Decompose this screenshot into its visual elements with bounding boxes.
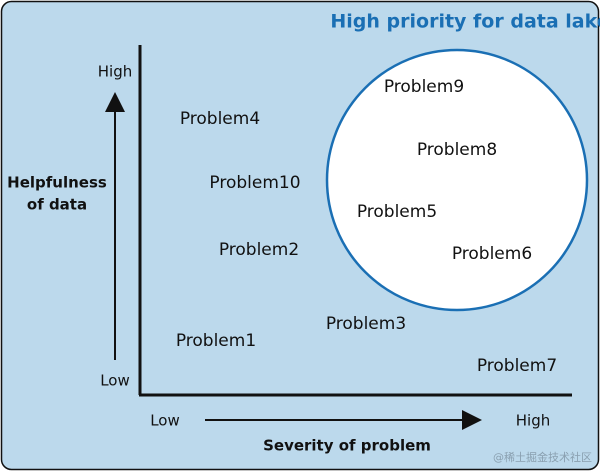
problem-label: Problem4: [180, 109, 260, 129]
watermark: @稀土掘金技术社区: [493, 450, 592, 464]
problem-label: Problem7: [477, 356, 557, 376]
problem-label: Problem3: [326, 314, 406, 334]
x-label: Severity of problem: [263, 437, 431, 455]
problem-label: Problem6: [452, 244, 532, 264]
priority-circle: [325, 48, 589, 312]
x-low: Low: [150, 412, 180, 430]
y-high: High: [98, 63, 132, 81]
title: High priority for data lake: [330, 11, 600, 33]
problem-label: Problem2: [219, 240, 299, 260]
x-high: High: [516, 412, 550, 430]
problem-label: Problem10: [209, 173, 300, 193]
y-label: Helpfulness: [7, 174, 107, 192]
y-label: of data: [27, 196, 87, 214]
problem-label: Problem1: [176, 331, 256, 351]
problem-label: Problem5: [357, 202, 437, 222]
problem-label: Problem8: [417, 140, 497, 160]
problem-label: Problem9: [384, 77, 464, 97]
y-low: Low: [100, 372, 130, 390]
